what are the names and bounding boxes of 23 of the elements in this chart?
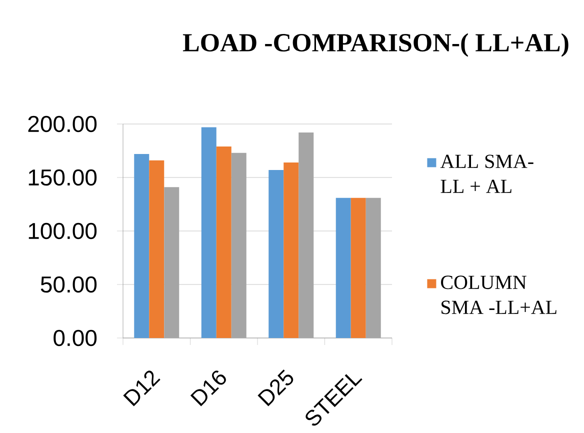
bar (268, 170, 284, 338)
bar (201, 127, 216, 338)
bar (366, 198, 381, 338)
bar (350, 198, 366, 338)
legend-label: COLUMN SMA -LL+AL (441, 276, 556, 314)
y-tick-label: 0.00 (54, 330, 97, 346)
x-tick-label: D25 (258, 370, 294, 406)
bar (231, 152, 246, 338)
bar (216, 146, 232, 338)
y-tick-label: 150.00 (28, 169, 97, 186)
x-tick-label: D16 (190, 370, 226, 406)
y-tick-label: 200.00 (28, 116, 97, 132)
bar (298, 132, 314, 338)
chart-title: LOAD -COMPARISON-( LL+AL) (182, 33, 568, 57)
y-tick-label: 100.00 (28, 222, 97, 240)
bar (149, 160, 164, 338)
bar (134, 154, 150, 338)
y-tick-label: 50.00 (40, 276, 97, 293)
bar (336, 198, 351, 338)
legend-label: ALL SMA-LL + AL (440, 154, 534, 193)
bar (164, 187, 180, 338)
x-tick-label: D12 (123, 370, 160, 406)
bar (284, 162, 299, 338)
